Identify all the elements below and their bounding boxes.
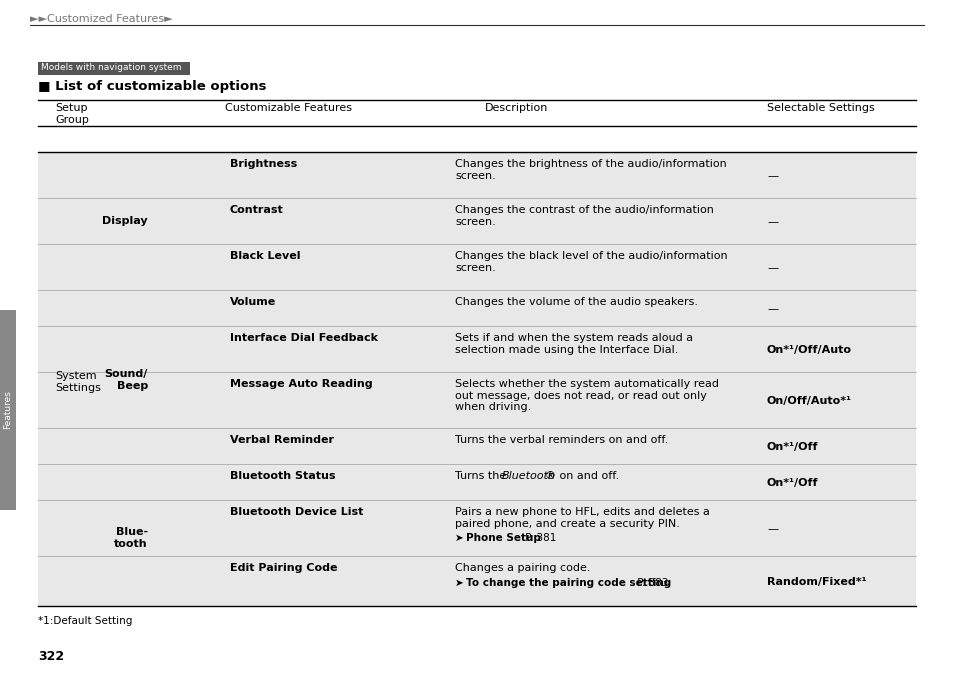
- Bar: [0, 310, 16, 510]
- Text: —: —: [766, 171, 778, 181]
- Text: *1:Default Setting: *1:Default Setting: [38, 616, 132, 626]
- Text: Sets if and when the system reads aloud a
selection made using the Interface Dia: Sets if and when the system reads aloud …: [455, 333, 693, 355]
- Bar: [38, 62, 190, 75]
- Text: Changes the black level of the audio/information
screen.: Changes the black level of the audio/inf…: [455, 251, 727, 272]
- Text: Customizable Features: Customizable Features: [225, 103, 352, 113]
- Text: System
Settings: System Settings: [55, 371, 101, 392]
- Text: Random/Fixed*¹: Random/Fixed*¹: [766, 577, 865, 587]
- Text: Bluetooth Device List: Bluetooth Device List: [230, 507, 363, 517]
- Text: Interface Dial Feedback: Interface Dial Feedback: [230, 333, 377, 343]
- Text: Verbal Reminder: Verbal Reminder: [230, 435, 334, 445]
- Text: To change the pairing code setting: To change the pairing code setting: [465, 578, 671, 588]
- Text: Contrast: Contrast: [230, 205, 283, 215]
- Text: Blue-
tooth: Blue- tooth: [114, 527, 148, 549]
- Text: —: —: [766, 217, 778, 227]
- Text: Edit Pairing Code: Edit Pairing Code: [230, 563, 337, 573]
- Text: —: —: [766, 304, 778, 314]
- Text: ►►Customized Features►: ►►Customized Features►: [30, 14, 172, 24]
- Text: Display: Display: [102, 216, 148, 226]
- Text: P. 383: P. 383: [634, 578, 668, 588]
- Text: Models with navigation system: Models with navigation system: [41, 63, 181, 73]
- Text: ® on and off.: ® on and off.: [544, 471, 618, 481]
- Text: Turns the: Turns the: [455, 471, 509, 481]
- Text: Changes the volume of the audio speakers.: Changes the volume of the audio speakers…: [455, 297, 698, 307]
- Text: Changes the contrast of the audio/information
screen.: Changes the contrast of the audio/inform…: [455, 205, 713, 226]
- Text: On*¹/Off/Auto: On*¹/Off/Auto: [766, 345, 851, 355]
- Text: P. 381: P. 381: [521, 533, 556, 543]
- Text: Turns the verbal reminders on and off.: Turns the verbal reminders on and off.: [455, 435, 667, 445]
- Text: 322: 322: [38, 650, 64, 663]
- Text: Bluetooth: Bluetooth: [501, 471, 556, 481]
- Text: Brightness: Brightness: [230, 159, 297, 169]
- Text: Bluetooth Status: Bluetooth Status: [230, 471, 335, 481]
- Text: Changes a pairing code.: Changes a pairing code.: [455, 563, 590, 573]
- Text: —: —: [766, 524, 778, 534]
- Text: Pairs a new phone to HFL, edits and deletes a
paired phone, and create a securit: Pairs a new phone to HFL, edits and dele…: [455, 507, 709, 528]
- Text: Sound/
Beep: Sound/ Beep: [105, 369, 148, 391]
- Text: ➤: ➤: [455, 578, 467, 588]
- Text: Selects whether the system automatically read
out message, does not read, or rea: Selects whether the system automatically…: [455, 379, 719, 412]
- Text: Selectable Settings: Selectable Settings: [766, 103, 874, 113]
- Text: Volume: Volume: [230, 297, 276, 307]
- Text: On*¹/Off: On*¹/Off: [766, 442, 818, 452]
- Text: Features: Features: [4, 390, 12, 429]
- Text: ■ List of customizable options: ■ List of customizable options: [38, 80, 266, 93]
- Text: On/Off/Auto*¹: On/Off/Auto*¹: [766, 396, 851, 406]
- Text: Message Auto Reading: Message Auto Reading: [230, 379, 373, 389]
- Text: Changes the brightness of the audio/information
screen.: Changes the brightness of the audio/info…: [455, 159, 726, 181]
- Text: Description: Description: [484, 103, 548, 113]
- Text: ➤: ➤: [455, 533, 467, 543]
- Text: Phone Setup: Phone Setup: [465, 533, 540, 543]
- Text: Setup
Group: Setup Group: [55, 103, 89, 125]
- Bar: [38, 152, 915, 606]
- Text: —: —: [766, 263, 778, 273]
- Text: Black Level: Black Level: [230, 251, 300, 261]
- Text: On*¹/Off: On*¹/Off: [766, 478, 818, 488]
